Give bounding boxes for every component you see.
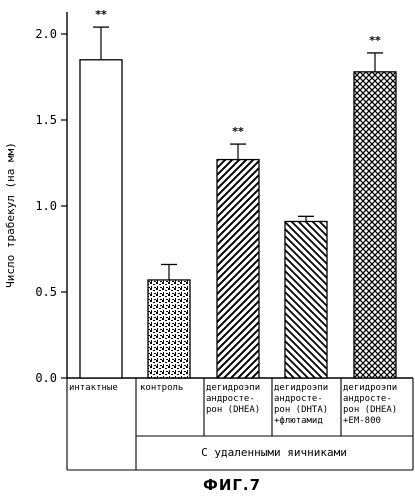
category-label: дегидроэпи [206, 383, 260, 393]
y-tick-label: 1.5 [35, 113, 57, 127]
figure-label: ФИГ.7 [203, 476, 261, 494]
bar [284, 220, 328, 379]
category-label: андросте- [206, 394, 255, 404]
bar [147, 279, 191, 379]
category-label: дегидроэпи [274, 383, 328, 393]
category-label-table: интактные контроль дегидроэпиандросте-рон … [66, 378, 414, 471]
y-tick-label: 1.0 [35, 199, 57, 213]
category-label: интактные [69, 383, 118, 393]
y-tick-label: 0.0 [35, 371, 57, 385]
significance-label: ** [232, 125, 244, 138]
category-label: андросте- [343, 394, 392, 404]
bar [353, 71, 397, 379]
category-label: +EM-800 [343, 416, 381, 426]
bar [216, 158, 260, 379]
group-label: С удаленными яичниками [201, 446, 347, 459]
category-label: дегидроэпи [343, 383, 397, 393]
y-tick-label: 0.5 [35, 285, 57, 299]
y-ticks: 0.0 0.5 1.0 1.5 2.0 [35, 27, 67, 385]
bar [79, 59, 123, 379]
y-axis-title: Число трабекул (на мм) [4, 142, 17, 288]
category-label: рон (DHTA) [274, 405, 328, 415]
significance-label: ** [95, 8, 107, 21]
y-tick-label: 2.0 [35, 27, 57, 41]
category-label: андросте- [274, 394, 323, 404]
category-label: рон (DHEA) [343, 405, 397, 415]
category-label: +флютамид [274, 416, 323, 426]
bars: ** ** ** [79, 8, 397, 379]
category-label: контроль [140, 383, 183, 393]
category-label: рон (DHEA) [206, 405, 260, 415]
significance-label: ** [369, 34, 381, 47]
